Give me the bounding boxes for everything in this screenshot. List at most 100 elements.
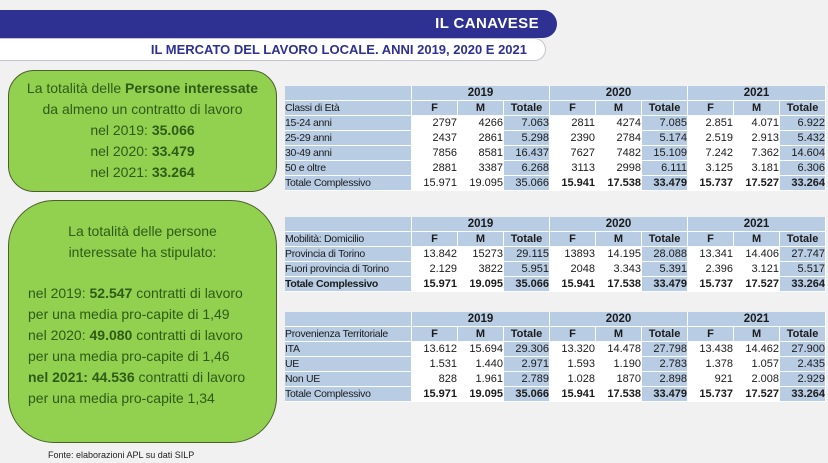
row-label: 50 e oltre	[285, 161, 412, 176]
callout-line: per una media pro-capite 1,34	[28, 390, 215, 406]
col-header: F	[412, 101, 458, 116]
callout-line: nel 2019: 35.066	[90, 122, 195, 138]
value-cell: 1.961	[458, 372, 504, 387]
callout-line: nel 2020: 33.479	[90, 143, 195, 159]
year-header-row: 2019 2020 2021	[285, 86, 827, 101]
year-header: 2019	[412, 217, 551, 232]
value-cell: 15.737	[688, 387, 735, 402]
value-cell: 3.343	[596, 262, 643, 277]
value-cell: 3113	[550, 161, 597, 176]
corner-cell	[285, 312, 412, 327]
row-label: ITA	[285, 342, 412, 357]
row-label: 25-29 anni	[285, 131, 412, 146]
value-cell: 13.612	[412, 342, 458, 357]
callout-line: per una media pro-capite di 1,46	[28, 348, 230, 364]
value-cell: 1870	[596, 372, 643, 387]
value-cell: 35.066	[504, 277, 551, 292]
value-cell: 33.264	[780, 387, 827, 402]
value-cell: 2.008	[734, 372, 781, 387]
col-header: M	[458, 101, 504, 116]
table-provenienza-territoriale: 2019 2020 2021 Provenienza Territoriale F M To…	[285, 312, 827, 402]
value-cell: 1.593	[550, 357, 597, 372]
value-cell: 2.783	[642, 357, 689, 372]
col-header: F	[550, 327, 597, 342]
value-cell: 17.527	[734, 277, 781, 292]
table-title-cell: Provenienza Territoriale	[285, 327, 412, 342]
value-cell: 2.129	[412, 262, 458, 277]
col-header: Totale	[642, 327, 689, 342]
callout-contratti-lines: nel 2019: 52.547 contratti di lavoro per …	[28, 283, 270, 409]
value-cell: 15.971	[412, 387, 458, 402]
callout-line: nel 2020: 49.080 contratti di lavoro	[28, 327, 243, 343]
year-header: 2021	[688, 86, 827, 101]
value-cell: 17.538	[596, 277, 643, 292]
value-cell: 2881	[412, 161, 458, 176]
value-cell: 7.085	[642, 116, 689, 131]
col-header: M	[596, 232, 643, 247]
value-cell: 33.479	[642, 277, 689, 292]
col-header: Totale	[642, 101, 689, 116]
value-cell: 2.913	[734, 131, 781, 146]
value-cell: 1.378	[688, 357, 735, 372]
value-cell: 4.071	[734, 116, 781, 131]
value-cell: 6.922	[780, 116, 827, 131]
table-row: Non UE 828 1.961 2.789 1.028 1870 2.898 921 2.00…	[285, 372, 827, 387]
value-cell: 1.028	[550, 372, 597, 387]
row-label: Fuori provincia di Torino	[285, 262, 412, 277]
year-header: 2019	[412, 86, 551, 101]
value-cell: 27.798	[642, 342, 689, 357]
value-cell: 1.531	[412, 357, 458, 372]
value-cell: 33.264	[780, 277, 827, 292]
value-cell: 2.519	[688, 131, 735, 146]
value-cell: 5.174	[642, 131, 689, 146]
col-header: F	[688, 101, 735, 116]
table-row: 15-24 anni 2797 4266 7.063 2811 4274 7.085 2.85…	[285, 116, 827, 131]
table-row: Totale Complessivo 15.971 19.095 35.066 15.9…	[285, 387, 827, 402]
value-cell: 17.538	[596, 176, 643, 191]
table-row: Fuori provincia di Torino 2.129 3822 5.951 2…	[285, 262, 827, 277]
row-label: Totale Complessivo	[285, 176, 412, 191]
col-header: M	[734, 101, 781, 116]
value-cell: 14.604	[780, 146, 827, 161]
value-cell: 2.971	[504, 357, 551, 372]
year-header-row: 2019 2020 2021	[285, 217, 827, 232]
value-cell: 6.268	[504, 161, 551, 176]
table-row: 25-29 anni 2437 2861 5.298 2390 2784 5.174 2.51…	[285, 131, 827, 146]
value-cell: 14.195	[596, 247, 643, 262]
column-header-row: Provenienza Territoriale F M Totale F M Totale…	[285, 327, 827, 342]
value-cell: 7.362	[734, 146, 781, 161]
value-cell: 17.527	[734, 387, 781, 402]
title-banner: IL CANAVESE	[0, 10, 557, 38]
col-header: M	[596, 327, 643, 342]
value-cell: 13.341	[688, 247, 735, 262]
col-header: Totale	[780, 232, 827, 247]
col-header: M	[596, 101, 643, 116]
table-row: 30-49 anni 7856 8581 16.437 7627 7482 15.109 7.…	[285, 146, 827, 161]
callout-contratti-stipulati: La totalità delle persone interessate ha …	[8, 200, 277, 443]
callout-line: interessate ha stipulato:	[68, 244, 217, 260]
value-cell: 2784	[596, 131, 643, 146]
subtitle-text: IL MERCATO DEL LAVORO LOCALE. ANNI 2019,…	[150, 42, 527, 57]
value-cell: 8581	[458, 146, 504, 161]
value-cell: 5.391	[642, 262, 689, 277]
value-cell: 15.694	[458, 342, 504, 357]
value-cell: 35.066	[504, 176, 551, 191]
col-header: M	[734, 327, 781, 342]
value-cell: 828	[412, 372, 458, 387]
year-header: 2021	[688, 312, 827, 327]
value-cell: 1.057	[734, 357, 781, 372]
value-cell: 7482	[596, 146, 643, 161]
value-cell: 2861	[458, 131, 504, 146]
value-cell: 2.789	[504, 372, 551, 387]
year-header-row: 2019 2020 2021	[285, 312, 827, 327]
col-header: M	[734, 232, 781, 247]
value-cell: 33.264	[780, 176, 827, 191]
value-cell: 2.851	[688, 116, 735, 131]
value-cell: 7856	[412, 146, 458, 161]
col-header: M	[458, 232, 504, 247]
value-cell: 29.115	[504, 247, 551, 262]
col-header: F	[412, 327, 458, 342]
value-cell: 4274	[596, 116, 643, 131]
value-cell: 1.440	[458, 357, 504, 372]
